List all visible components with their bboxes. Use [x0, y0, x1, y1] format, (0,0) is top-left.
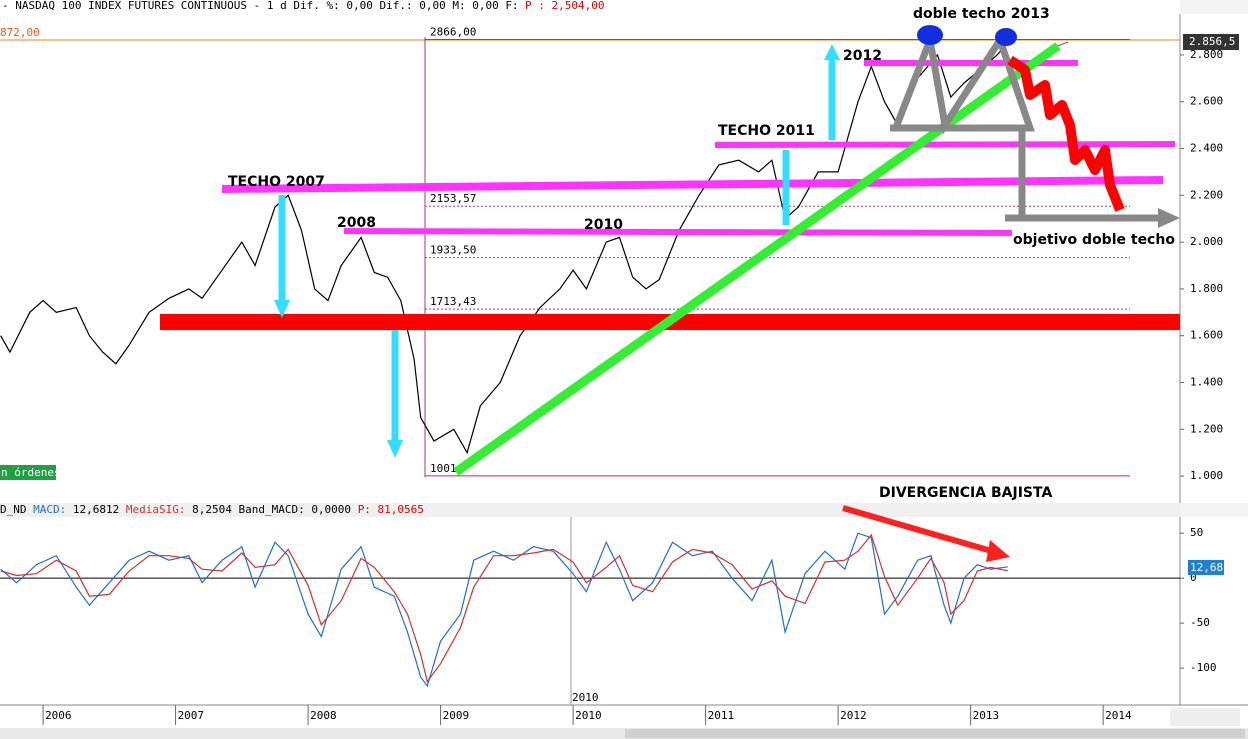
y-tick-label: 1.000 — [1190, 469, 1223, 482]
y-tick-label: 2.600 — [1190, 95, 1223, 108]
y-tick-label: 2.400 — [1190, 142, 1223, 155]
header-prefix: D_ND — [0, 503, 27, 516]
fib-label: 1001, — [430, 462, 463, 475]
y-tick-label: 1.200 — [1190, 422, 1223, 435]
p-label: P: 81,0565 — [358, 503, 424, 516]
annotation: TECHO 2011 — [718, 123, 815, 139]
arrow — [274, 300, 290, 318]
x-tick-label: 2006 — [45, 709, 71, 722]
x-tick-label: 2011 — [708, 709, 735, 722]
x-tick-label: 2013 — [973, 709, 1000, 722]
y-tick-label: 50 — [1190, 526, 1203, 539]
series-line — [0, 42, 1009, 455]
annotation: 2012 — [843, 48, 882, 64]
resistance-line — [343, 228, 1013, 236]
y-tick-label: 2.200 — [1190, 188, 1223, 201]
x-tick-label: 2012 — [840, 709, 867, 722]
y-tick-label: 0 — [1190, 571, 1197, 584]
x-tick-label: 2007 — [178, 709, 205, 722]
y-tick-label: 2.000 — [1190, 235, 1223, 248]
y-tick-label: 1.400 — [1190, 376, 1223, 389]
window-controls[interactable] — [1180, 0, 1248, 14]
scroll-thumb[interactable] — [625, 729, 1245, 738]
legend-entry: MediaSIG: — [126, 503, 186, 516]
top-marker — [995, 28, 1017, 46]
trend-line — [1057, 41, 1069, 47]
y-tick-label: -100 — [1190, 661, 1217, 674]
annotation: DIVERGENCIA BAJISTA — [879, 485, 1052, 501]
resistance-line — [714, 141, 1176, 148]
macd-header: D_ND MACD: 12,6812 MediaSIG: 8,2504 Band… — [0, 503, 424, 516]
divider-label: 2010 — [572, 691, 599, 704]
last-price: 2.856,5 — [1189, 35, 1235, 48]
target-arrow — [1158, 208, 1180, 228]
scrollbar[interactable] — [0, 728, 1248, 739]
y-tick-label: 2.800 — [1190, 48, 1223, 61]
annotation: objetivo doble techo — [1013, 232, 1175, 248]
series-line — [0, 533, 1008, 683]
legend-entry: MACD: — [33, 503, 66, 516]
resistance-line — [221, 176, 1164, 193]
x-tick-label: 2014 — [1105, 709, 1132, 722]
double-top — [890, 27, 1035, 135]
last-macd: 12,68 — [1190, 561, 1223, 574]
annotation: TECHO 2007 — [228, 174, 325, 190]
macd-value: 12,6812 — [73, 503, 119, 516]
fib-label: 1933,50 — [430, 244, 476, 257]
y-tick-label: -50 — [1190, 616, 1210, 629]
top-marker — [917, 25, 943, 45]
signal-value: 8,2504 — [192, 503, 232, 516]
projection — [1007, 55, 1125, 212]
annotation: doble techo 2013 — [913, 6, 1050, 22]
arrow — [824, 44, 840, 60]
window-controls[interactable] — [1180, 503, 1248, 517]
fib-label: 2153,57 — [430, 192, 476, 205]
last-price-box — [1183, 34, 1239, 50]
y-tick-label: 1.800 — [1190, 282, 1223, 295]
arrow — [387, 440, 403, 458]
y-tick-label: 1.600 — [1190, 329, 1223, 342]
trend-line — [453, 42, 1061, 476]
fib-label: 2866,00 — [430, 26, 476, 39]
annotation: 2008 — [337, 215, 376, 231]
price-label: P : 2,504,00 — [525, 0, 604, 12]
x-tick-label: 2009 — [443, 709, 470, 722]
annotation: 2010 — [584, 217, 623, 233]
fib-label: 1713,43 — [430, 295, 476, 308]
toolbar-icons[interactable] — [1170, 708, 1240, 726]
x-tick-label: 2010 — [575, 709, 602, 722]
x-tick-label: 2008 — [310, 709, 337, 722]
orders-label[interactable]: n órdenes — [1, 466, 61, 479]
macd-header-bar — [0, 503, 1248, 517]
chart-title: - NASDAQ 100 INDEX FUTURES CONTINUOUS - … — [2, 0, 519, 12]
last-macd-box — [1188, 560, 1224, 575]
orders-box[interactable] — [0, 465, 56, 480]
divergence-arrow — [986, 540, 1010, 562]
band-label: Band_MACD: 0,0000 — [238, 503, 351, 516]
series-line — [0, 532, 1008, 688]
drawings — [160, 25, 1180, 562]
divergence-arrow — [842, 505, 996, 555]
left-label: 872,00 — [0, 26, 40, 39]
